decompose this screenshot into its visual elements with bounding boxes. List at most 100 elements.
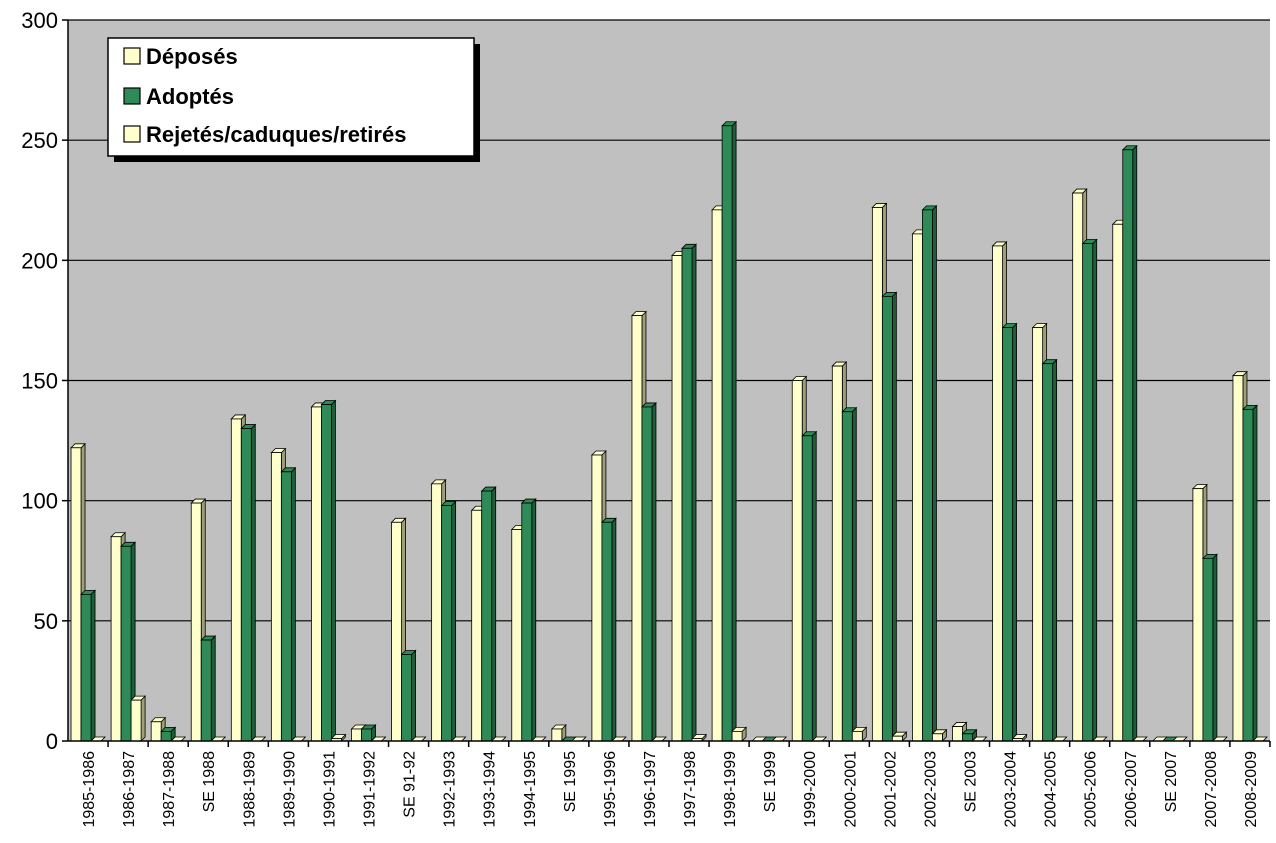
bar-side xyxy=(1092,238,1098,742)
legend-swatch-adoptes xyxy=(123,87,141,105)
bar-front xyxy=(401,654,412,742)
bar-front xyxy=(1232,375,1244,742)
bar xyxy=(200,635,217,742)
x-tick-label: 1994-1995 xyxy=(522,751,539,828)
bar-front xyxy=(932,733,943,742)
bar xyxy=(691,733,707,742)
bar-front xyxy=(351,728,362,742)
bar-side xyxy=(140,695,146,742)
bar-side xyxy=(851,406,857,742)
bar xyxy=(841,406,858,742)
x-tick-label: 1997-1998 xyxy=(682,751,699,828)
bar-front xyxy=(240,428,252,742)
x-tick-label: 1985-1986 xyxy=(81,751,98,828)
bar xyxy=(1081,238,1098,742)
bar xyxy=(1242,404,1258,742)
bar xyxy=(881,291,898,742)
bar xyxy=(1041,358,1058,742)
bar-front xyxy=(521,502,533,742)
bar-front xyxy=(1042,363,1054,742)
bar-front xyxy=(1032,327,1044,742)
bar-front xyxy=(641,406,653,742)
bar-front xyxy=(711,209,723,742)
bar-front xyxy=(791,380,803,742)
bar-side xyxy=(1132,144,1138,742)
x-tick-label: 1993-1994 xyxy=(482,751,499,828)
bar-front xyxy=(952,726,963,742)
x-tick-label: SE 1999 xyxy=(762,751,779,812)
bar-front xyxy=(731,730,743,742)
x-tick-label: 2000-2001 xyxy=(842,751,859,828)
bar-side xyxy=(1212,553,1218,742)
x-tick-label: 2005-2006 xyxy=(1083,751,1100,828)
bar-front xyxy=(1202,557,1214,742)
legend-swatch-rejetes xyxy=(123,125,141,143)
bar-side xyxy=(90,589,96,742)
x-tick-label: 2001-2002 xyxy=(882,751,899,828)
bar-front xyxy=(321,404,332,742)
bar xyxy=(480,486,497,742)
gridlines xyxy=(68,19,1270,622)
bar-side xyxy=(932,204,937,742)
legend-box xyxy=(107,37,475,157)
bar-front xyxy=(270,452,282,742)
bar xyxy=(641,401,657,742)
y-tick-label: 200 xyxy=(21,248,58,273)
bar-front xyxy=(962,733,973,742)
bar-front xyxy=(280,471,292,742)
bar-side xyxy=(691,243,697,742)
x-tick-label: 2004-2005 xyxy=(1043,751,1060,828)
x-tick-label: SE 2003 xyxy=(963,751,980,812)
bar xyxy=(731,726,748,742)
bar xyxy=(801,430,818,742)
bar xyxy=(550,724,567,742)
bar xyxy=(1001,322,1018,742)
bar xyxy=(651,736,667,742)
y-tick-label: 100 xyxy=(21,489,58,514)
bar xyxy=(891,731,908,742)
bar xyxy=(1121,144,1138,742)
bar-front xyxy=(441,505,453,742)
x-tick-label: 1986-1987 xyxy=(121,751,138,828)
x-tick-label: 2008-2009 xyxy=(1243,751,1260,828)
bar-front xyxy=(130,699,142,742)
x-tick-label: 2007-2008 xyxy=(1203,751,1220,828)
bar-side xyxy=(411,649,416,742)
bar-front xyxy=(1082,243,1094,742)
bar-front xyxy=(851,730,863,742)
bar-front xyxy=(801,435,813,742)
x-tick-label: 1988-1989 xyxy=(241,751,258,828)
legend-label-adoptes: Adoptés xyxy=(146,84,234,109)
bar-front xyxy=(1122,149,1134,742)
x-tick-label: 1989-1990 xyxy=(281,751,298,828)
bar-front xyxy=(922,209,933,742)
bar-front xyxy=(110,536,122,742)
bar-front xyxy=(391,521,402,742)
bar-front xyxy=(992,245,1003,742)
bar xyxy=(1011,733,1028,742)
bar xyxy=(681,243,697,742)
bar xyxy=(530,736,547,742)
bar-side xyxy=(210,635,216,742)
bar-front xyxy=(881,295,893,742)
x-ticks: 1985-1986 1986-1987 1987-1988 SE 1988 1988-1… xyxy=(81,741,1271,828)
x-tick-label: 1996-1997 xyxy=(642,751,659,828)
bar-front xyxy=(671,255,683,742)
bar xyxy=(771,736,788,742)
bar-front xyxy=(471,509,483,742)
x-tick-label: SE 1988 xyxy=(201,751,218,812)
bar-front xyxy=(1002,327,1013,742)
y-tick-label: 150 xyxy=(21,369,58,394)
bar xyxy=(240,423,257,742)
bar-front xyxy=(150,721,162,742)
bar-side xyxy=(531,498,537,742)
bar-front xyxy=(1242,408,1254,742)
bar xyxy=(1201,553,1218,742)
bar-front xyxy=(1072,192,1084,742)
x-tick-label: SE 1995 xyxy=(562,751,579,812)
bar-front xyxy=(912,233,923,742)
bar xyxy=(851,726,868,742)
bar xyxy=(280,466,297,742)
legend: Déposés Adoptés Rejetés/caduques/retirés xyxy=(107,37,480,162)
